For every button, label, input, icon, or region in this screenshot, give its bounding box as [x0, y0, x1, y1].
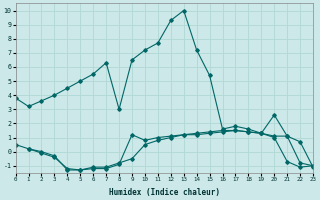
X-axis label: Humidex (Indice chaleur): Humidex (Indice chaleur) — [109, 188, 220, 197]
